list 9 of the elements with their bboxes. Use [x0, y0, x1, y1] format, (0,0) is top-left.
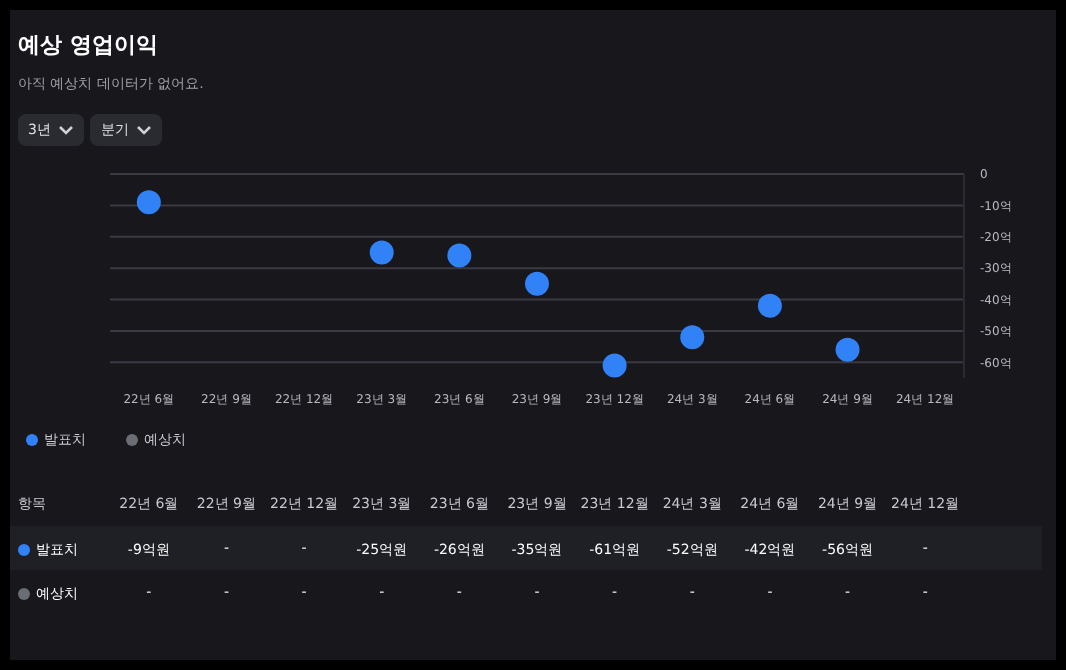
point — [525, 271, 549, 296]
point — [757, 293, 782, 318]
point — [369, 240, 394, 265]
point — [835, 337, 860, 362]
point — [680, 325, 705, 350]
chart-title: 예상 영업이익 — [18, 30, 160, 60]
point — [447, 243, 472, 268]
point — [136, 190, 161, 215]
point — [602, 353, 627, 378]
